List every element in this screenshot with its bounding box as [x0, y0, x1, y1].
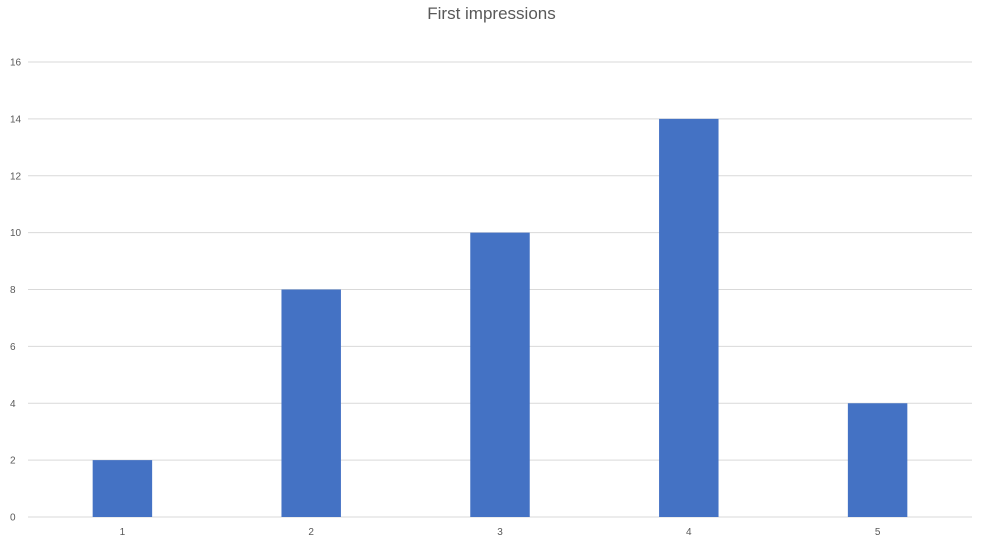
y-tick-label: 0: [10, 513, 16, 524]
bar: [847, 403, 908, 517]
y-tick-label: 2: [10, 456, 16, 467]
y-tick-label: 16: [10, 58, 22, 69]
x-tick-label: 4: [686, 527, 692, 538]
y-tick-label: 10: [10, 228, 22, 239]
bar: [281, 289, 341, 517]
bar: [659, 118, 719, 517]
y-tick-label: 4: [10, 399, 16, 410]
y-tick-label: 14: [10, 114, 22, 125]
bar: [92, 460, 153, 517]
y-tick-label: 6: [10, 342, 16, 353]
y-tick-label: 12: [10, 171, 22, 182]
x-tick-label: 3: [497, 527, 503, 538]
x-tick-label: 2: [308, 527, 314, 538]
chart-title: First impressions: [427, 4, 556, 23]
y-tick-label: 8: [10, 285, 16, 296]
bar: [470, 232, 530, 517]
x-tick-label: 5: [875, 527, 881, 538]
x-tick-label: 1: [120, 527, 126, 538]
